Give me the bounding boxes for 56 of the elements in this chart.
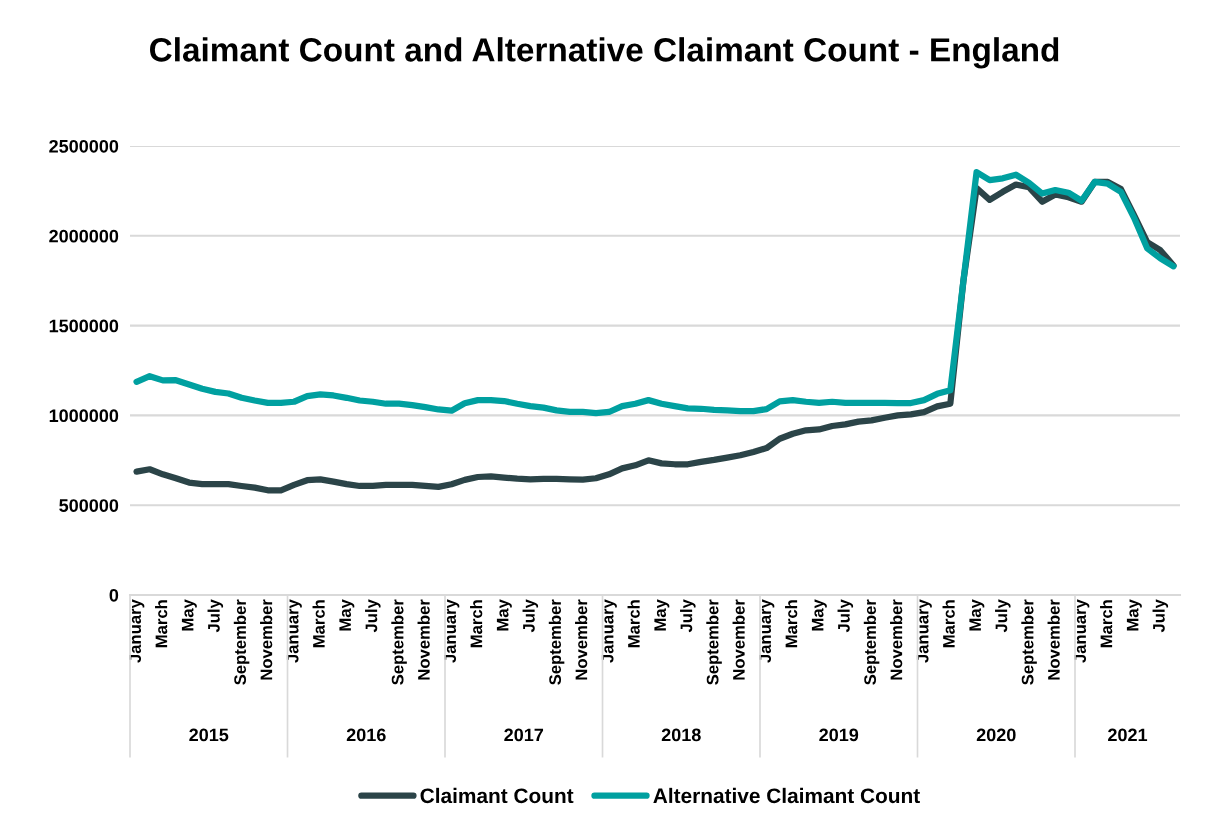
x-tick-label: September: [233, 599, 250, 685]
text: 2017: [504, 728, 544, 742]
x-tick-label: January: [286, 599, 302, 663]
legend-label: Alternative Claimant Count: [653, 787, 920, 804]
x-tick-label: July: [680, 599, 696, 633]
y-tick-label: 2000000: [49, 229, 119, 243]
x-tick-label: September: [391, 599, 407, 685]
x-tick-label: March: [1100, 600, 1113, 648]
y-tick-label: 1000000: [49, 409, 119, 423]
text: 2018: [661, 728, 701, 742]
y-tick-label: 1500000: [49, 319, 119, 333]
x-tick-label: January: [759, 599, 775, 663]
x-tick-label: March: [627, 600, 640, 648]
x-tick-label: March: [785, 600, 798, 648]
x-tick-label: January: [1074, 599, 1090, 663]
x-tick-label: January: [129, 599, 145, 663]
x-tick-label: July: [207, 599, 224, 633]
x-tick-label: July: [1152, 599, 1169, 633]
x-tick-label: March: [942, 600, 955, 648]
x-tick-label: September: [1021, 599, 1037, 685]
text: 2020: [976, 728, 1016, 742]
x-tick-label: May: [654, 599, 670, 631]
legend-label: Claimant Count: [420, 787, 574, 804]
x-tick-label: July: [995, 599, 1011, 633]
x-tick-label: March: [470, 600, 483, 648]
x-tick-label: July: [365, 599, 381, 633]
x-tick-label: May: [811, 599, 827, 631]
text: 2016: [346, 728, 386, 742]
x-tick-label: November: [417, 599, 430, 680]
chart-title: Claimant Count and Alternative Claimant Count - England: [150, 37, 1059, 69]
x-tick-label: July: [522, 599, 539, 633]
x-tick-label: September: [863, 599, 880, 685]
y-tick-label: 500000: [59, 499, 119, 512]
x-tick-label: November: [260, 599, 273, 680]
x-tick-label: January: [601, 599, 617, 663]
text: 2019: [819, 728, 859, 742]
y-tick-label: 0: [109, 588, 119, 602]
x-tick-label: September: [706, 599, 722, 685]
x-tick-label: November: [1047, 599, 1060, 680]
x-tick-label: March: [312, 600, 325, 648]
x-tick-label: September: [548, 599, 565, 685]
x-tick-label: November: [575, 599, 588, 680]
x-tick-label: January: [444, 599, 460, 663]
x-tick-label: May: [339, 599, 355, 631]
y-tick-label: 2500000: [49, 139, 119, 153]
text: 2015: [189, 728, 229, 742]
text: 2021: [1108, 728, 1148, 742]
x-tick-label: July: [837, 599, 854, 633]
x-tick-label: May: [496, 599, 512, 631]
x-tick-label: January: [916, 599, 932, 663]
x-tick-label: May: [969, 599, 985, 631]
x-tick-label: May: [1126, 599, 1142, 631]
x-tick-label: November: [890, 599, 903, 680]
x-tick-label: May: [181, 599, 197, 631]
x-tick-label: March: [155, 600, 168, 648]
x-tick-label: November: [732, 599, 745, 680]
